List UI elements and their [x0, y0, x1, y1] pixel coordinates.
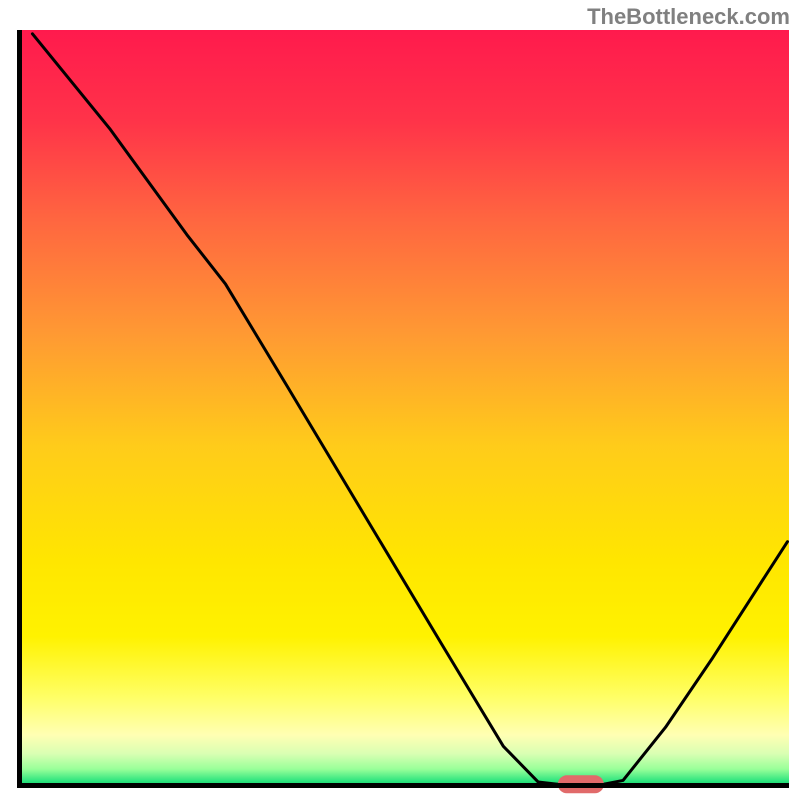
optimal-marker	[557, 775, 603, 792]
gradient-background	[17, 30, 789, 788]
chart-container: TheBottleneck.com	[0, 0, 800, 800]
watermark-text: TheBottleneck.com	[587, 4, 790, 30]
plot-area	[17, 30, 789, 788]
